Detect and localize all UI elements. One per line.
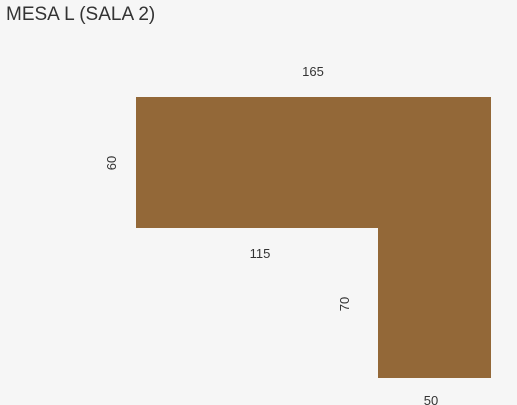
dimension-top-width: 165 — [302, 64, 324, 79]
drawing-title: MESA L (SALA 2) — [6, 4, 156, 25]
l-shaped-table — [136, 97, 491, 378]
dimension-inner-vertical: 70 — [337, 297, 352, 311]
dimension-right-height: 120 — [515, 219, 517, 241]
dimension-left-height: 60 — [104, 156, 119, 170]
dimension-bottom-width: 50 — [424, 393, 438, 405]
dimension-inner-horizontal: 115 — [250, 246, 271, 261]
